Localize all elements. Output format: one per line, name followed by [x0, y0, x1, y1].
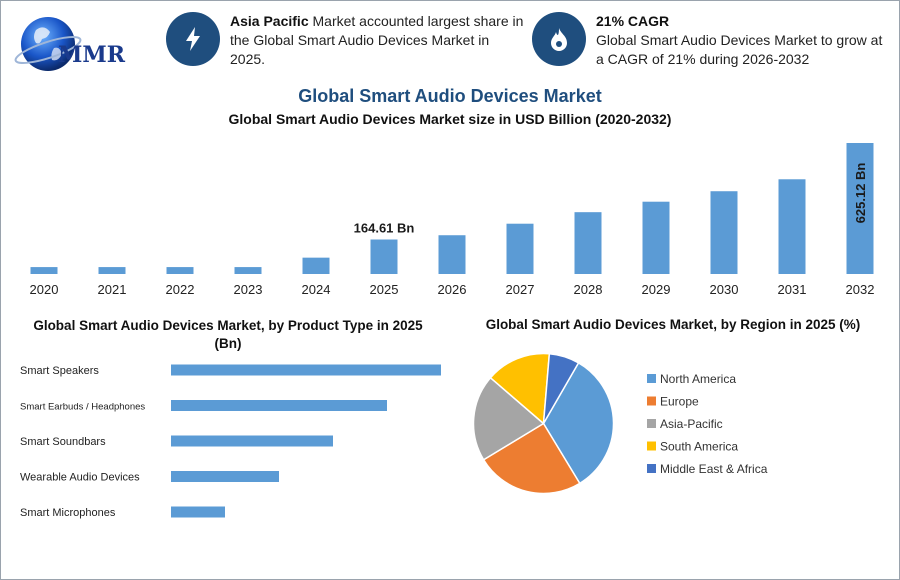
legend-swatch: [647, 374, 656, 383]
pie-slice-1: [542, 361, 615, 485]
info-card-text: Asia Pacific Market accounted largest sh…: [230, 12, 526, 69]
bar-2023: [234, 267, 262, 274]
bar-2031: [778, 179, 806, 274]
x-tick-label: 2025: [370, 282, 399, 297]
product-type-chart-title: Global Smart Audio Devices Market, by Pr…: [33, 318, 423, 351]
product-type-bar-chart: Smart Speakers Smart Earbuds / Headphones…: [20, 364, 441, 519]
bar-2029: [642, 201, 670, 274]
pie-slice-4: [489, 352, 551, 426]
legend-label: Middle East & Africa: [660, 462, 768, 476]
bar-2025: [370, 239, 398, 274]
legend-swatch: [647, 396, 656, 406]
pie-slice-3: [472, 376, 545, 461]
bar-2021: [98, 267, 126, 274]
x-tick-label: 2021: [98, 282, 127, 297]
legend-label: Europe: [660, 395, 699, 409]
region-chart-title: Global Smart Audio Devices Market, by Re…: [485, 317, 861, 332]
hbar-2: [171, 400, 387, 411]
hbar-1: [171, 364, 441, 376]
legend-swatch: [647, 419, 656, 428]
x-tick-label: 2020: [30, 282, 59, 297]
bar-2022: [166, 267, 194, 274]
legend-swatch: [647, 441, 656, 451]
chart-title: Global Smart Audio Devices Market: [298, 86, 602, 106]
hbar-4: [171, 471, 279, 482]
x-tick-label: 2022: [166, 282, 195, 297]
bar-2030: [710, 191, 738, 274]
legend-label: North America: [660, 372, 736, 386]
pie-slice-2: [482, 422, 581, 495]
x-tick-label: 2026: [438, 282, 467, 297]
info-card-highlight: 21% CAGR: [596, 13, 670, 29]
bar-2027: [506, 223, 534, 274]
info-card-highlight: Asia Pacific: [230, 13, 309, 29]
bar-2026: [438, 235, 466, 274]
chart-subtitle: Global Smart Audio Devices Market size i…: [228, 111, 672, 127]
info-card-body: Global Smart Audio Devices Market to gro…: [596, 32, 883, 67]
category-label: Smart Speakers: [20, 365, 99, 377]
category-label: Smart Soundbars: [20, 436, 106, 448]
info-card-body: Market accounted largest share in the Gl…: [230, 13, 524, 67]
region-pie-chart: North America Europe Asia-Pacific South Ame…: [472, 352, 768, 495]
legend-label: Asia-Pacific: [660, 417, 723, 431]
category-label: Wearable Audio Devices: [20, 472, 140, 484]
category-label: Smart Microphones: [20, 507, 116, 519]
x-tick-label: 2027: [506, 282, 535, 297]
x-tick-label: 2028: [574, 282, 603, 297]
info-card-asia-pacific: Asia Pacific Market accounted largest sh…: [166, 12, 526, 69]
x-tick-label: 2031: [778, 282, 807, 297]
bar-2024: [302, 257, 330, 274]
category-label: Smart Earbuds / Headphones: [20, 402, 145, 413]
market-size-bar-chart: 2020 2021 2022 2023 2024 2025 2026 2027 2028 2029…: [30, 143, 875, 297]
info-card-text: 21% CAGR Global Smart Audio Devices Marke…: [596, 12, 892, 69]
bar-2028: [574, 212, 602, 274]
x-tick-label: 2023: [234, 282, 263, 297]
data-label: 625.12 Bn: [853, 163, 868, 224]
growth-flame-icon: [532, 12, 586, 66]
x-tick-label: 2029: [642, 282, 671, 297]
bar-2032: [846, 143, 874, 274]
legend-label: South America: [660, 440, 738, 454]
x-tick-label: 2030: [710, 282, 739, 297]
x-tick-label: 2032: [846, 282, 875, 297]
info-card-cagr: 21% CAGR Global Smart Audio Devices Marke…: [532, 12, 892, 69]
hbar-3: [171, 435, 333, 447]
logo-text: MMR: [58, 42, 125, 68]
hbar-5: [171, 506, 225, 518]
pie-slice-5: [542, 352, 580, 424]
bar-2020: [30, 267, 58, 274]
x-tick-label: 2024: [302, 282, 331, 297]
mmr-logo: [14, 10, 140, 78]
lightning-icon: [166, 12, 220, 66]
data-label: 164.61 Bn: [354, 221, 415, 236]
legend-swatch: [647, 464, 656, 473]
